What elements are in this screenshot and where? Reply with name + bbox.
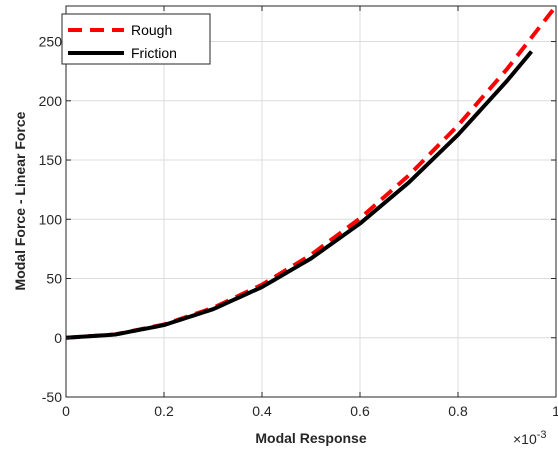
legend-label-rough: Rough	[131, 22, 172, 38]
x-tick-label: 0.4	[252, 403, 272, 419]
y-tick-label: 250	[39, 34, 63, 50]
x-tick-label: 0.6	[350, 403, 370, 419]
legend-box	[61, 13, 211, 65]
x-tick-label: 1	[552, 403, 558, 419]
x-tick-label: 0.8	[448, 403, 468, 419]
y-axis-label: Modal Force - Linear Force	[12, 111, 28, 290]
plot-area	[66, 6, 556, 397]
y-tick-label: 0	[54, 330, 62, 346]
x-axis-label: Modal Response	[255, 430, 366, 446]
legend: Rough Friction	[61, 13, 211, 65]
y-tick-label: 100	[39, 211, 63, 227]
x-tick-label: 0	[62, 403, 70, 419]
plot-border	[65, 5, 557, 398]
y-tick-label: 200	[39, 93, 63, 109]
x-axis-ticks: 0 0.2 0.4 0.6 0.8 1	[62, 6, 558, 419]
x-tick-label: 0.2	[154, 403, 174, 419]
y-tick-label: 50	[46, 271, 62, 287]
y-axis-ticks: -50 0 50 100 150 200 250	[39, 34, 556, 405]
x-axis-multiplier-exponent: -3	[537, 429, 547, 441]
y-tick-label: 150	[39, 152, 63, 168]
series-line-friction	[65, 50, 534, 340]
series-lines	[65, 4, 558, 340]
x-axis-multiplier: ×10-3	[513, 429, 547, 447]
legend-label-friction: Friction	[131, 45, 177, 61]
y-tick-label: -50	[42, 389, 62, 405]
x-axis-multiplier-base: ×10	[513, 431, 537, 447]
